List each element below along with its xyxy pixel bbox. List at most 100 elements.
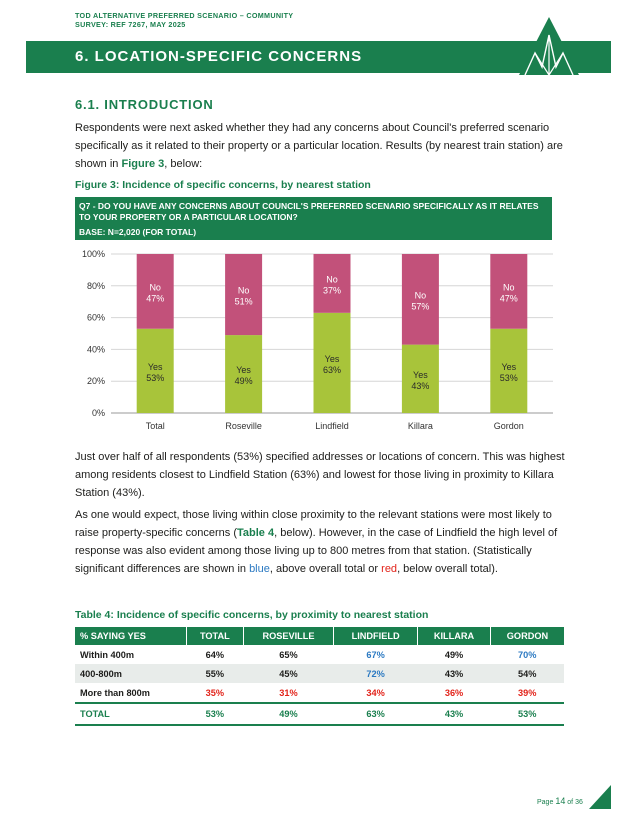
table-cell: 43% xyxy=(417,702,491,726)
header-cell: LINDFIELD xyxy=(333,627,419,645)
bar-yes xyxy=(490,328,528,413)
y-tick-label: 40% xyxy=(87,344,105,354)
bar-no xyxy=(401,254,439,345)
table-cell: 63% xyxy=(333,702,418,726)
bar-value-label: 63% xyxy=(323,365,341,375)
table-row: Within 400m 64% 65% 67% 49% 70% xyxy=(75,645,564,664)
table-cell: 72% xyxy=(333,664,418,683)
table-caption: Table 4: Incidence of specific concerns,… xyxy=(75,609,429,621)
row-label: More than 800m xyxy=(80,687,150,698)
header-line-2: SURVEY: REF 7267, MAY 2025 xyxy=(75,20,186,29)
base-text: BASE: N=2,020 (FOR TOTAL) xyxy=(79,227,197,237)
table-cell: 35% xyxy=(205,687,225,698)
table-cell: 54% xyxy=(490,664,564,683)
row-label: TOTAL xyxy=(75,702,187,726)
row-label: Within 400m xyxy=(80,649,135,660)
section-heading: 6.1. INTRODUCTION xyxy=(75,97,214,112)
bar-value-label: 53% xyxy=(146,373,164,383)
table-cell: 53% xyxy=(490,702,564,726)
corner-triangle-icon xyxy=(589,785,611,809)
page-suffix: of 36 xyxy=(567,799,583,806)
bar-series-label: Yes xyxy=(236,365,251,375)
figure-reference: Figure 3 xyxy=(121,158,165,170)
bar-no xyxy=(136,254,174,329)
table-cell: 53% xyxy=(186,702,244,726)
table-cell: 49% xyxy=(243,702,334,726)
bar-value-label: 57% xyxy=(411,301,429,311)
y-tick-label: 100% xyxy=(82,249,105,259)
blue-legend-word: blue xyxy=(249,563,270,575)
table-cell: 70% xyxy=(518,649,537,660)
header-cell: TOTAL xyxy=(186,627,244,645)
row-label: 400-800m xyxy=(75,664,187,683)
table-cell: 55% xyxy=(186,664,244,683)
table-row: 400-800m 55% 45% 72% 43% 54% xyxy=(75,664,564,683)
table-cell: 49% xyxy=(444,649,464,660)
leaf-logo-icon xyxy=(519,17,579,77)
document-header: TOD ALTERNATIVE PREFERRED SCENARIO – COM… xyxy=(75,11,293,29)
bar-series-label: Yes xyxy=(413,370,428,380)
header-line-1: TOD ALTERNATIVE PREFERRED SCENARIO – COM… xyxy=(75,11,294,20)
x-tick-label: Roseville xyxy=(225,421,262,431)
bar-series-label: Yes xyxy=(501,362,516,372)
table-reference: Table 4 xyxy=(237,527,275,539)
page-number: 14 xyxy=(555,796,566,806)
table-cell: 65% xyxy=(279,649,298,660)
question-box: Q7 - DO YOU HAVE ANY CONCERNS ABOUT COUN… xyxy=(75,197,552,240)
bar-no xyxy=(225,254,263,336)
proximity-paragraph: As one would expect, those living within… xyxy=(75,509,558,575)
bar-yes xyxy=(225,335,263,413)
bar-series-label: No xyxy=(149,282,161,292)
bar-yes xyxy=(313,312,351,413)
question-text: Q7 - DO YOU HAVE ANY CONCERNS ABOUT COUN… xyxy=(79,201,539,222)
table-cell: 34% xyxy=(366,687,385,698)
bar-yes xyxy=(136,328,174,413)
table-total-row: TOTAL 53% 49% 63% 43% 53% xyxy=(75,702,564,726)
header-cell: KILLARA xyxy=(417,627,491,645)
header-cell: % SAYING YES xyxy=(75,627,187,645)
page-prefix: Page xyxy=(537,799,554,806)
header-cell: ROSEVILLE xyxy=(243,627,335,645)
y-tick-label: 80% xyxy=(87,281,105,291)
bar-no xyxy=(313,254,351,313)
bar-value-label: 43% xyxy=(411,381,429,391)
bar-series-label: No xyxy=(415,290,427,300)
bar-yes xyxy=(401,344,439,413)
bar-series-label: No xyxy=(503,282,515,292)
x-tick-label: Killara xyxy=(408,421,433,431)
table-cell: 45% xyxy=(243,664,334,683)
y-tick-label: 20% xyxy=(87,376,105,386)
proximity-table: % SAYING YES TOTAL ROSEVILLE LINDFIELD K… xyxy=(75,627,564,726)
bar-series-label: Yes xyxy=(325,354,340,364)
x-tick-label: Total xyxy=(146,421,165,431)
bar-value-label: 53% xyxy=(500,373,518,383)
intro-paragraph: Respondents were next asked whether they… xyxy=(75,122,563,170)
table-cell: 36% xyxy=(444,687,464,698)
table-cell: 43% xyxy=(417,664,491,683)
table-header-row: % SAYING YES TOTAL ROSEVILLE LINDFIELD K… xyxy=(75,627,564,645)
header-cell: GORDON xyxy=(490,627,564,645)
bar-series-label: Yes xyxy=(148,362,163,372)
bar-value-label: 37% xyxy=(323,285,341,295)
table-cell: 31% xyxy=(279,687,298,698)
banner-title: 6. LOCATION-SPECIFIC CONCERNS xyxy=(75,48,363,65)
bar-value-label: 51% xyxy=(235,297,253,307)
y-tick-label: 0% xyxy=(92,408,105,418)
table-cell: 39% xyxy=(518,687,537,698)
table-cell: 64% xyxy=(205,649,225,660)
results-paragraph: Just over half of all respondents (53%) … xyxy=(75,451,565,499)
bar-value-label: 47% xyxy=(500,293,518,303)
stacked-bar-chart: 0%20%40%60%80%100%Yes53%No47%TotalYes49%… xyxy=(82,249,553,431)
page-footer: Page 14 of 36 xyxy=(537,796,583,806)
bar-series-label: No xyxy=(238,286,250,296)
figure-caption: Figure 3: Incidence of specific concerns… xyxy=(75,179,371,191)
bar-value-label: 47% xyxy=(146,293,164,303)
section-banner: 6. LOCATION-SPECIFIC CONCERNS xyxy=(26,41,611,73)
x-tick-label: Lindfield xyxy=(315,421,349,431)
red-legend-word: red xyxy=(381,563,398,575)
x-tick-label: Gordon xyxy=(494,421,524,431)
bar-series-label: No xyxy=(326,274,338,284)
bar-value-label: 49% xyxy=(235,376,253,386)
bar-no xyxy=(490,254,528,329)
y-tick-label: 60% xyxy=(87,313,105,323)
